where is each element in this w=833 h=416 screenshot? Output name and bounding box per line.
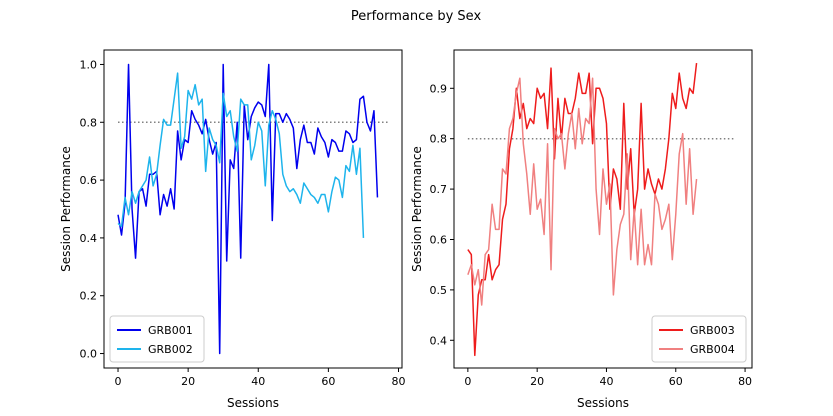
- y-tick-label: 0.0: [80, 348, 98, 361]
- y-tick-label: 0.4: [80, 232, 98, 245]
- x-tick-label: 20: [181, 375, 195, 388]
- x-tick-label: 0: [115, 375, 122, 388]
- right-legend: GRB003 GRB004: [651, 315, 747, 363]
- figure-suptitle: Performance by Sex: [351, 9, 482, 24]
- x-tick-label: 80: [391, 375, 405, 388]
- y-tick-label: 0.7: [430, 183, 448, 196]
- y-tick-label: 0.5: [430, 284, 448, 297]
- y-tick-label: 0.4: [430, 334, 448, 347]
- left-y-ticks: 0.0 0.2 0.4 0.6 0.8 1.0: [80, 58, 104, 361]
- left-y-axis-label: Session Performance: [59, 146, 73, 272]
- x-tick-label: 80: [738, 375, 752, 388]
- left-x-axis-label: Sessions: [227, 396, 279, 410]
- right-y-axis-label: Session Performance: [410, 146, 424, 272]
- left-plot-frame: [103, 49, 403, 369]
- legend-label: GRB002: [148, 343, 193, 356]
- right-panel: 0 20 40 60 80 0.4 0.5 0.6 0.7 0.8 0.9 Sessions Se…: [410, 49, 753, 410]
- left-panel: 0 20 40 60 80 0.0 0.2 0.4 0.6 0.8 1.0 Sessions Se…: [59, 49, 405, 410]
- y-tick-label: 0.6: [80, 174, 98, 187]
- x-tick-label: 0: [464, 375, 471, 388]
- legend-box: [651, 315, 747, 363]
- x-tick-label: 60: [669, 375, 683, 388]
- legend-label: GRB003: [690, 324, 735, 337]
- series-line-grb001: [117, 63, 379, 355]
- x-tick-label: 60: [321, 375, 335, 388]
- right-x-axis-label: Sessions: [577, 396, 629, 410]
- left-x-ticks: 0 20 40 60 80: [115, 368, 405, 388]
- series-line-grb004: [467, 77, 698, 306]
- legend-label: GRB001: [148, 324, 193, 337]
- legend-box: [109, 315, 205, 363]
- legend-label: GRB004: [690, 343, 735, 356]
- y-tick-label: 0.6: [430, 233, 448, 246]
- right-x-ticks: 0 20 40 60 80: [464, 368, 752, 388]
- y-tick-label: 0.9: [430, 82, 448, 95]
- right-plot-frame: [453, 49, 753, 369]
- x-tick-label: 40: [251, 375, 265, 388]
- left-legend: GRB001 GRB002: [109, 315, 205, 363]
- y-tick-label: 0.2: [80, 290, 98, 303]
- right-series-lines: [467, 63, 698, 357]
- series-line-grb003: [467, 63, 698, 357]
- x-tick-label: 20: [530, 375, 544, 388]
- series-line-grb002: [117, 72, 365, 238]
- y-tick-label: 1.0: [80, 58, 98, 71]
- right-y-ticks: 0.4 0.5 0.6 0.7 0.8 0.9: [430, 82, 454, 347]
- y-tick-label: 0.8: [430, 133, 448, 146]
- x-tick-label: 40: [599, 375, 613, 388]
- left-series-lines: [117, 63, 379, 355]
- y-tick-label: 0.8: [80, 116, 98, 129]
